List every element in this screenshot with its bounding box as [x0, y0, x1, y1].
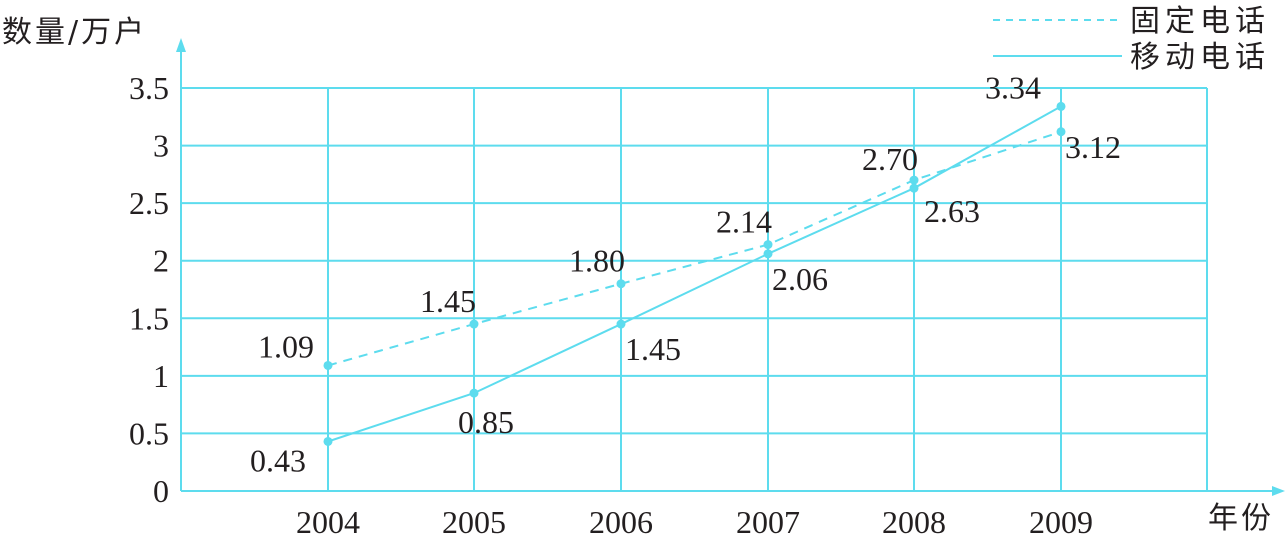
x-tick-label: 2006: [589, 504, 653, 536]
data-labels: 1.09 1.45 1.80 2.14 2.70 3.12 0.43 0.85 1.45 2.06…: [250, 69, 1121, 478]
data-point-marker: [909, 183, 919, 193]
x-axis-arrow-icon: [1272, 486, 1285, 496]
data-point-marker: [1056, 127, 1066, 137]
series-lines: [323, 101, 1066, 446]
x-tick-labels: 2004 2005 2006 2007 2008 2009: [296, 504, 1093, 536]
y-axis-arrow-icon: [176, 38, 186, 52]
data-point-marker: [469, 319, 479, 329]
data-point-marker: [763, 249, 773, 259]
legend-label-mobile: 移动电话: [1130, 40, 1270, 75]
data-value-label: 3.34: [985, 69, 1041, 105]
data-value-label: 3.12: [1065, 129, 1121, 165]
x-tick-label: 2008: [882, 504, 946, 536]
y-tick-label: 0.5: [129, 415, 169, 451]
data-value-label: 1.45: [625, 331, 681, 367]
x-tick-label: 2007: [736, 504, 800, 536]
x-tick-label: 2005: [442, 504, 506, 536]
y-axis-title: 数量/万户: [2, 15, 147, 50]
series-line-fixed: [327, 130, 1062, 367]
data-value-label: 0.85: [458, 404, 514, 440]
y-tick-label: 1.5: [129, 300, 169, 336]
data-point-marker: [323, 436, 333, 446]
data-point-marker: [616, 319, 626, 329]
x-axis-title: 年份: [1208, 501, 1274, 536]
data-value-label: 1.09: [258, 328, 314, 364]
axes: [176, 38, 1285, 496]
data-value-label: 2.14: [716, 204, 772, 240]
y-tick-labels: 0 0.5 1 1.5 2 2.5 3 3.5: [129, 70, 169, 509]
y-tick-label: 2: [153, 243, 169, 279]
data-point-marker: [469, 388, 479, 398]
data-value-label: 2.70: [862, 141, 918, 177]
data-value-label: 2.63: [924, 193, 980, 229]
data-value-label: 2.06: [772, 261, 828, 297]
data-point-marker: [323, 360, 333, 370]
grid: [181, 87, 1208, 491]
series-line-mobile: [327, 105, 1062, 443]
legend: 固定电话 移动电话: [993, 4, 1270, 75]
data-value-label: 0.43: [250, 442, 306, 478]
legend-label-fixed: 固定电话: [1130, 4, 1270, 39]
y-tick-label: 0: [153, 473, 169, 509]
y-tick-label: 3.5: [129, 70, 169, 106]
x-tick-label: 2009: [1029, 504, 1093, 536]
data-point-marker: [763, 240, 773, 250]
y-tick-label: 3: [153, 128, 169, 164]
data-value-label: 1.45: [420, 283, 476, 319]
x-tick-label: 2004: [296, 504, 360, 536]
data-point-marker: [616, 279, 626, 289]
data-point-marker: [1056, 101, 1066, 111]
y-tick-label: 2.5: [129, 185, 169, 221]
data-point-marker: [909, 175, 919, 185]
y-tick-label: 1: [153, 358, 169, 394]
data-value-label: 1.80: [569, 243, 625, 279]
